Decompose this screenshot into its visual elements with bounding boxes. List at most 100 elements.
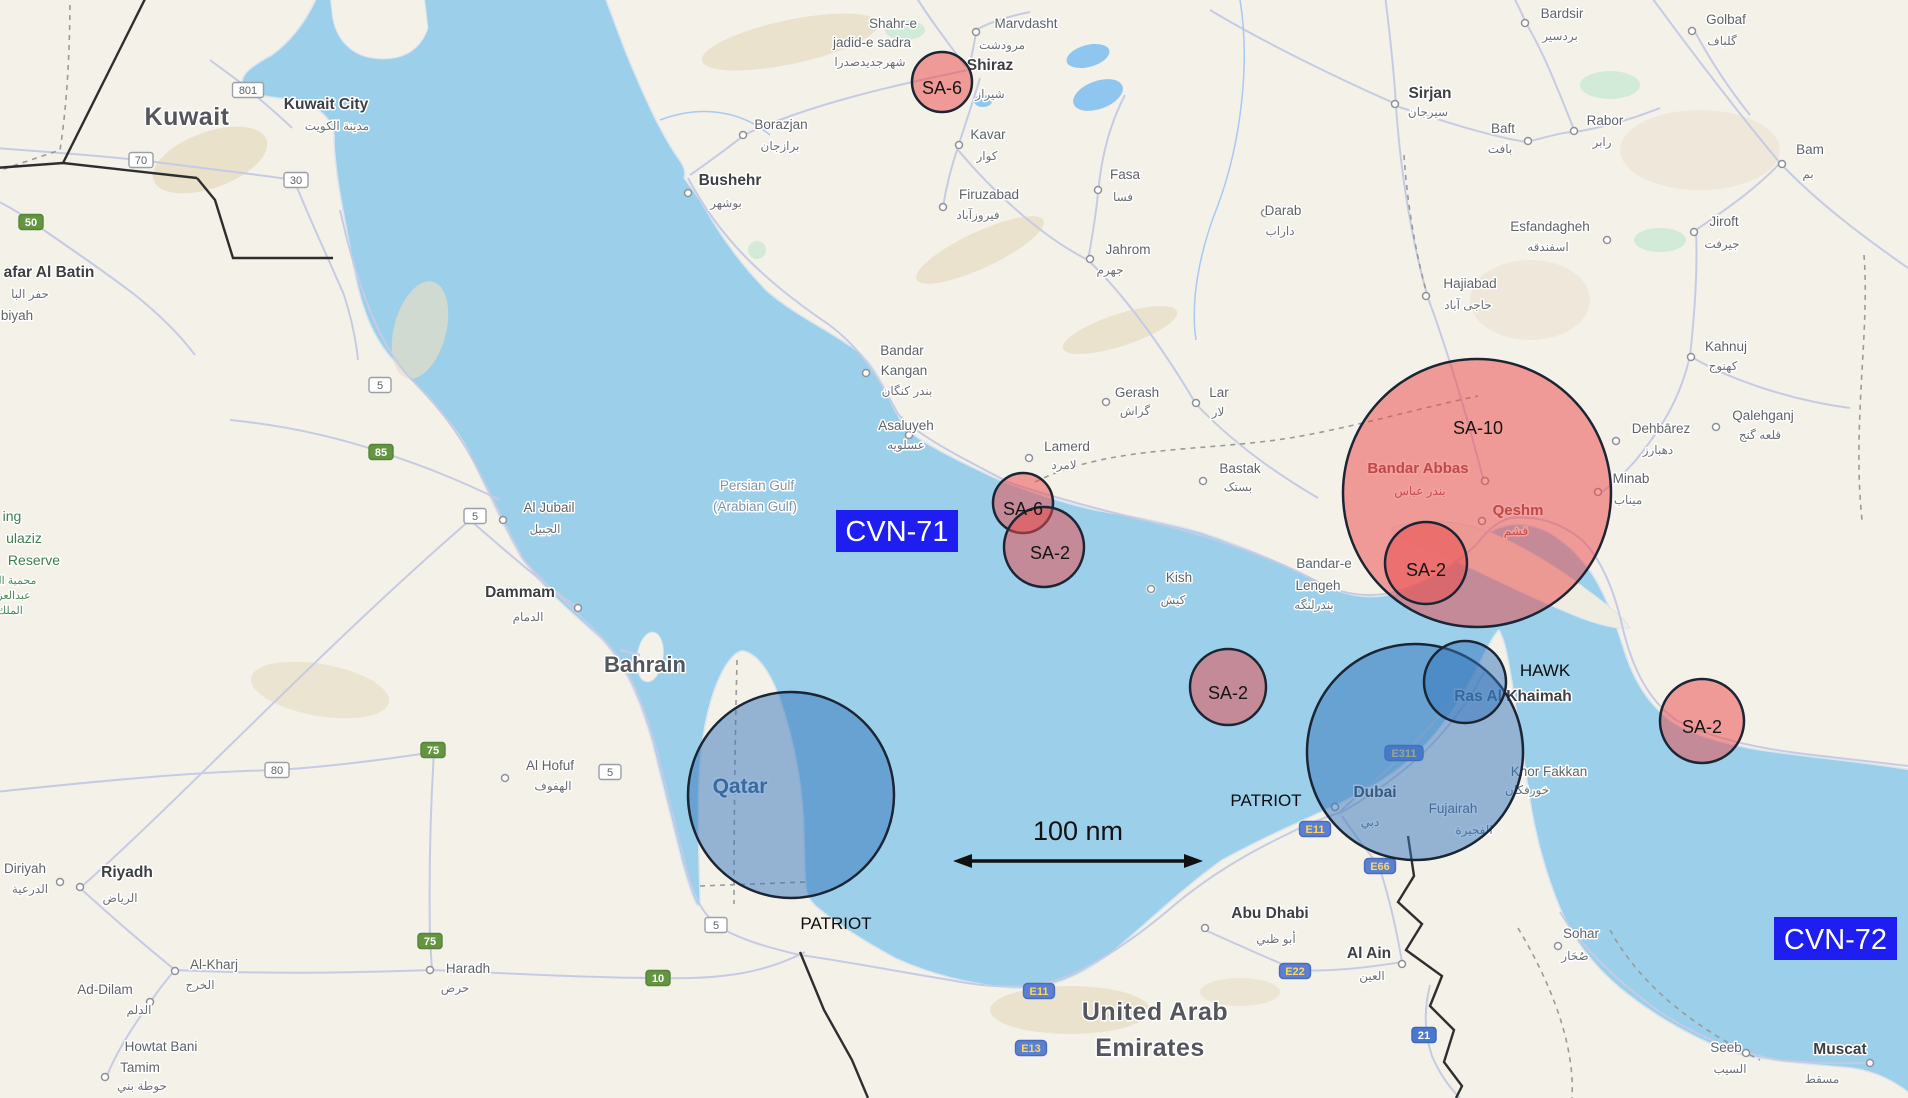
sam-threat-ring — [1383, 520, 1469, 606]
map-label: حرض — [441, 981, 470, 995]
map-label: كيش — [1161, 593, 1186, 607]
svg-text:E11: E11 — [1030, 986, 1049, 998]
city-dot — [1421, 291, 1431, 301]
map-label: Darab — [1265, 203, 1302, 218]
city-dot — [500, 773, 510, 783]
road-badge: E11 — [1022, 982, 1056, 1000]
map-label: Bandar — [880, 343, 924, 358]
island-bubiyan — [330, 0, 429, 60]
map-label: محمية ال — [0, 575, 36, 587]
map-label: Emirates — [1095, 1034, 1205, 1062]
map-label: الدلم — [127, 1003, 152, 1017]
map-label: بافت — [1488, 142, 1513, 156]
city-dot — [1602, 235, 1612, 245]
city-dot — [1687, 26, 1697, 36]
map-label: Kuwait — [145, 103, 230, 131]
map-label: Sirjan — [1408, 85, 1451, 102]
map-label: Riyadh — [101, 864, 153, 881]
svg-text:801: 801 — [239, 85, 257, 97]
carrier-label-text: CVN-71 — [845, 516, 948, 548]
city-dot — [1711, 422, 1721, 432]
map-label: سيرجان — [1408, 105, 1448, 119]
city-dot — [1191, 398, 1201, 408]
sam-ring-label: SA-2 — [1030, 543, 1070, 563]
city-dot — [683, 188, 693, 198]
city-dot — [1686, 352, 1696, 362]
map-label: Kahnuj — [1705, 339, 1747, 354]
map-label: Shahr-e — [869, 16, 917, 31]
sam-ring-label: SA-2 — [1406, 560, 1446, 580]
scale-arrow-left — [953, 854, 972, 868]
map-label: Dammam — [485, 584, 555, 601]
sam-threat-ring — [1002, 505, 1086, 589]
defense-ring — [1422, 639, 1508, 725]
carrier-label: CVN-71 — [836, 510, 958, 552]
city-dot — [1101, 397, 1111, 407]
svg-text:5: 5 — [607, 767, 613, 779]
map-label: Abu Dhabi — [1231, 905, 1309, 922]
map-label: العين — [1359, 969, 1385, 983]
map-label: بردسير — [1541, 29, 1578, 43]
sam-ring-label: SA-2 — [1682, 717, 1722, 737]
defense-ring-label: PATRIOT — [1230, 791, 1301, 810]
map-label: Hajiabad — [1443, 276, 1496, 291]
map-label: أبو ظبي — [1256, 931, 1295, 946]
svg-text:E22: E22 — [1285, 966, 1305, 978]
city-dot — [861, 368, 871, 378]
city-dot — [1146, 584, 1156, 594]
map-label: Al Jubail — [523, 500, 574, 515]
map-label: Dehbārez — [1632, 421, 1691, 436]
terrain-patches — [152, 13, 1780, 1034]
map-label: Howtat Bani — [125, 1039, 198, 1054]
map-label: كهنوج — [1709, 359, 1738, 373]
map-label: Al-Kharj — [190, 957, 238, 972]
city-dot — [145, 997, 155, 1007]
map-label: الخرج — [185, 978, 214, 992]
road-badge: 801 — [231, 81, 265, 99]
map-label: الدمام — [513, 610, 544, 624]
map-label: جيرفت — [1704, 237, 1739, 251]
lake — [1066, 43, 1110, 69]
map-label: الهفوف — [534, 779, 571, 793]
svg-text:21: 21 — [1418, 1030, 1430, 1042]
road-badge: 80 — [264, 761, 290, 779]
map-label: Rabor — [1587, 113, 1624, 128]
map-label: Baft — [1491, 121, 1515, 136]
map-label: بم — [1802, 167, 1813, 181]
map-label: Fasa — [1110, 167, 1141, 182]
city-dot — [75, 882, 85, 892]
map-label: Kuwait City — [284, 96, 369, 113]
map-label: ulaziz — [6, 530, 42, 546]
svg-text:50: 50 — [25, 217, 37, 229]
road-badge: E13 — [1014, 1039, 1048, 1057]
map-label: Kangan — [881, 363, 928, 378]
map-label: Ad-Dilam — [77, 982, 133, 997]
city-dot — [1777, 159, 1787, 169]
sam-threat-ring — [910, 50, 974, 114]
map-label: Bandar-e — [1296, 556, 1352, 571]
city-dot — [100, 1072, 110, 1082]
city-dot — [1523, 136, 1533, 146]
map-label: گلباف — [1707, 34, 1737, 48]
svg-text:70: 70 — [135, 155, 147, 167]
city-dot — [1520, 18, 1530, 28]
map-label: گراش — [1120, 404, 1151, 418]
city-dot — [573, 603, 583, 613]
city-dot — [1569, 126, 1579, 136]
carrier-label: CVN-72 — [1774, 917, 1897, 960]
svg-text:5: 5 — [713, 920, 719, 932]
city-dot — [1689, 227, 1699, 237]
road-badge: 50 — [18, 213, 44, 231]
city-dot — [1024, 453, 1034, 463]
road-badge: E66 — [1363, 857, 1397, 875]
map-label: حفر البا — [11, 287, 49, 301]
city-dot — [1865, 1058, 1875, 1068]
map-label: الجبيل — [529, 522, 560, 536]
lake — [1073, 79, 1123, 111]
annotations: SA-6 SA-6 SA-2 SA-10 SA-2 SA-2 SA-2 PATRIOT PATR… — [800, 78, 1897, 960]
svg-text:E13: E13 — [1021, 1043, 1041, 1055]
city-dot — [904, 430, 914, 440]
svg-text:30: 30 — [290, 175, 302, 187]
map-label: Sohar — [1563, 926, 1600, 941]
